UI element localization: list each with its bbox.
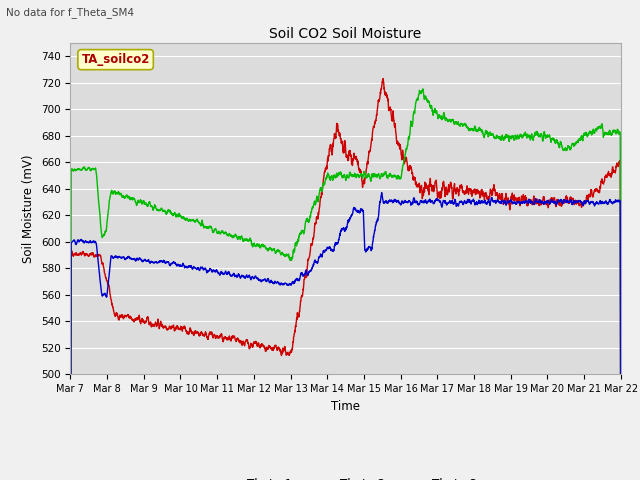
Theta 2 [278, 250, 285, 256]
Theta 3 [129, 256, 137, 262]
Theta 1 [606, 172, 614, 178]
Title: Soil CO2 Soil Moisture: Soil CO2 Soil Moisture [269, 27, 422, 41]
Theta 2 [301, 220, 309, 226]
Line: Theta 1: Theta 1 [70, 79, 621, 480]
Theta 2 [606, 130, 614, 136]
Text: No data for f_Theta_SM4: No data for f_Theta_SM4 [6, 7, 134, 18]
Theta 3 [606, 197, 614, 203]
Theta 3 [278, 280, 285, 286]
Line: Theta 3: Theta 3 [70, 192, 621, 480]
Theta 3 [162, 260, 170, 265]
Theta 3 [547, 199, 555, 205]
Theta 3 [378, 190, 385, 195]
Text: TA_soilco2: TA_soilco2 [81, 53, 150, 66]
Theta 2 [162, 210, 170, 216]
Theta 1 [162, 324, 170, 329]
X-axis label: Time: Time [331, 400, 360, 413]
Line: Theta 2: Theta 2 [70, 89, 621, 480]
Theta 1 [547, 196, 555, 202]
Theta 1 [301, 271, 309, 276]
Legend: Theta 1, Theta 2, Theta 3: Theta 1, Theta 2, Theta 3 [209, 473, 482, 480]
Theta 1 [278, 353, 285, 359]
Theta 2 [617, 469, 625, 475]
Y-axis label: Soil Moisture (mV): Soil Moisture (mV) [22, 155, 35, 263]
Theta 1 [129, 317, 137, 323]
Theta 2 [419, 86, 427, 92]
Theta 2 [129, 195, 137, 201]
Theta 2 [547, 139, 555, 145]
Theta 1 [380, 76, 387, 82]
Theta 3 [301, 270, 309, 276]
